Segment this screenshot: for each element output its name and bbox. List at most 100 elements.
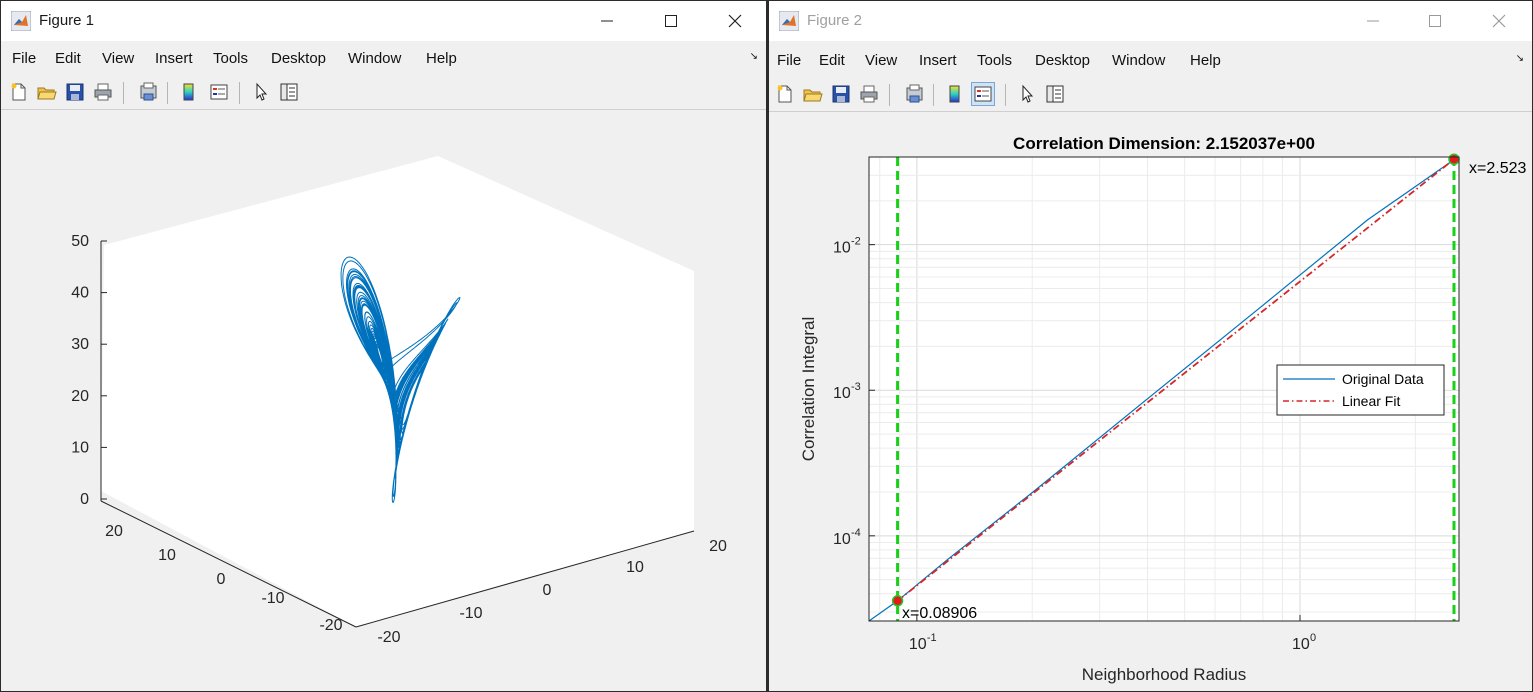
menu-edit[interactable]: Edit [55, 50, 81, 67]
y-tick-label: 10 [833, 240, 851, 257]
attractor-3d-plot: 0 10 20 30 40 50 -20 -10 0 10 20 -20 -10 0 10 20 [71, 156, 727, 646]
menu-dock-arrow-icon[interactable]: ↘ [749, 51, 758, 62]
menu-dock-arrow-icon[interactable]: ↘ [1515, 53, 1524, 64]
figure-toolbar [1, 76, 766, 110]
maximize-button[interactable] [1421, 7, 1449, 35]
property-inspector-button[interactable] [277, 80, 301, 104]
insert-colorbar-icon [183, 83, 194, 101]
insert-legend-icon [974, 86, 992, 102]
minimize-button[interactable] [1359, 7, 1387, 35]
figure-2-canvas: 10 -1 10 0 10 -4 10 -3 10 -2 Correlation Dimensio… [769, 113, 1532, 691]
legend-label-original-data: Original Data [1342, 371, 1424, 387]
z-tick-label: 40 [71, 285, 89, 302]
y-tick-label: -20 [319, 617, 342, 634]
toolbar-separator [239, 82, 240, 104]
new-file-button[interactable] [773, 82, 797, 106]
print-preview-icon [906, 84, 923, 103]
menu-file[interactable]: File [12, 50, 37, 67]
toolbar-separator [889, 84, 890, 106]
y-axis-label: Correlation Integral [799, 317, 818, 462]
menu-tools[interactable]: Tools [213, 50, 249, 67]
maximize-icon [1429, 15, 1441, 27]
print-preview-button[interactable] [137, 80, 161, 104]
property-inspector-button[interactable] [1043, 82, 1067, 106]
print-button[interactable] [91, 80, 115, 104]
print-button[interactable] [857, 82, 881, 106]
edit-plot-cursor-icon [256, 82, 268, 101]
chart-title: Correlation Dimension: 2.152037e+00 [1013, 134, 1315, 153]
x-tick-label: 10 [1292, 636, 1310, 653]
menu-desktop[interactable]: Desktop [1035, 52, 1091, 69]
new-file-button[interactable] [7, 80, 31, 104]
endpoint-marker [1448, 153, 1460, 166]
minimize-icon [1367, 20, 1379, 22]
y-axis-line [100, 500, 357, 628]
save-icon [66, 83, 84, 101]
y-tick-label: 10 [833, 385, 851, 402]
maximize-button[interactable] [657, 7, 685, 35]
attractor-trajectory [340, 256, 461, 503]
menu-help[interactable]: Help [1190, 52, 1221, 69]
insert-legend-button[interactable] [207, 80, 231, 104]
figure-toolbar [769, 78, 1532, 112]
title-bar[interactable]: Figure 2 [769, 1, 1532, 41]
menu-view[interactable]: View [102, 50, 135, 67]
menu-tools[interactable]: Tools [977, 52, 1013, 69]
z-tick-label: 30 [71, 336, 89, 353]
legend[interactable]: Original Data Linear Fit [1276, 364, 1445, 416]
menu-file[interactable]: File [777, 52, 802, 69]
menu-edit[interactable]: Edit [819, 52, 845, 69]
z-tick-label: 50 [71, 233, 89, 250]
open-file-button[interactable] [801, 82, 825, 106]
edit-plot-button[interactable] [249, 80, 273, 104]
y-tick-exponent: -4 [851, 527, 861, 539]
menu-bar: File Edit View Insert Tools Desktop Wind… [769, 46, 1532, 74]
insert-colorbar-button[interactable] [943, 82, 967, 106]
insert-colorbar-button[interactable] [177, 80, 201, 104]
z-tick-label: 0 [80, 491, 89, 508]
menu-insert[interactable]: Insert [155, 50, 193, 67]
matlab-logo-icon [11, 11, 31, 31]
x-axis-line [355, 530, 695, 628]
x-tick-label: 10 [909, 636, 927, 653]
toolbar-separator [167, 82, 168, 104]
maximize-icon [665, 15, 677, 27]
menu-help[interactable]: Help [426, 50, 457, 67]
axes-box [868, 156, 1460, 622]
minimize-button[interactable] [593, 7, 621, 35]
toolbar-separator [1005, 84, 1006, 106]
print-preview-icon [140, 82, 157, 101]
close-icon [1492, 14, 1506, 28]
edit-plot-button[interactable] [1015, 82, 1039, 106]
window-title: Figure 1 [39, 12, 95, 29]
save-button[interactable] [63, 80, 87, 104]
correlation-dimension-chart: 10 -1 10 010 -410 -310 -2 Correlation Dimensio… [799, 134, 1526, 684]
menu-desktop[interactable]: Desktop [271, 50, 327, 67]
open-file-button[interactable] [35, 80, 59, 104]
series-linear-fit-line [897, 158, 1455, 602]
save-button[interactable] [829, 82, 853, 106]
close-button[interactable] [1485, 7, 1513, 35]
print-preview-button[interactable] [903, 82, 927, 106]
x-axis-label: Neighborhood Radius [1082, 665, 1246, 684]
menu-view[interactable]: View [865, 52, 898, 69]
insert-legend-button[interactable] [971, 82, 995, 106]
x-tick-exponent: -1 [927, 632, 937, 644]
close-button[interactable] [721, 7, 749, 35]
print-icon [860, 85, 878, 103]
figure-2-window: Figure 2 File Edit View Insert Tools Des… [767, 0, 1533, 692]
menu-window[interactable]: Window [1112, 52, 1166, 69]
edit-plot-cursor-icon [1022, 84, 1034, 103]
title-bar[interactable]: Figure 1 [1, 1, 766, 41]
x-tick-label: -10 [459, 605, 482, 622]
menu-insert[interactable]: Insert [919, 52, 957, 69]
y-tick-exponent: -2 [851, 236, 861, 248]
y-tick-label: 10 [833, 531, 851, 548]
y-tick-label: -10 [261, 590, 284, 607]
annotation-right: x=2.523 [1469, 160, 1526, 177]
figure-1-window: Figure 1 File Edit View Insert Tools Des… [0, 0, 767, 692]
z-tick-label: 10 [71, 439, 89, 456]
menu-window[interactable]: Window [348, 50, 402, 67]
legend-label-linear-fit: Linear Fit [1342, 393, 1400, 409]
close-icon [728, 14, 742, 28]
